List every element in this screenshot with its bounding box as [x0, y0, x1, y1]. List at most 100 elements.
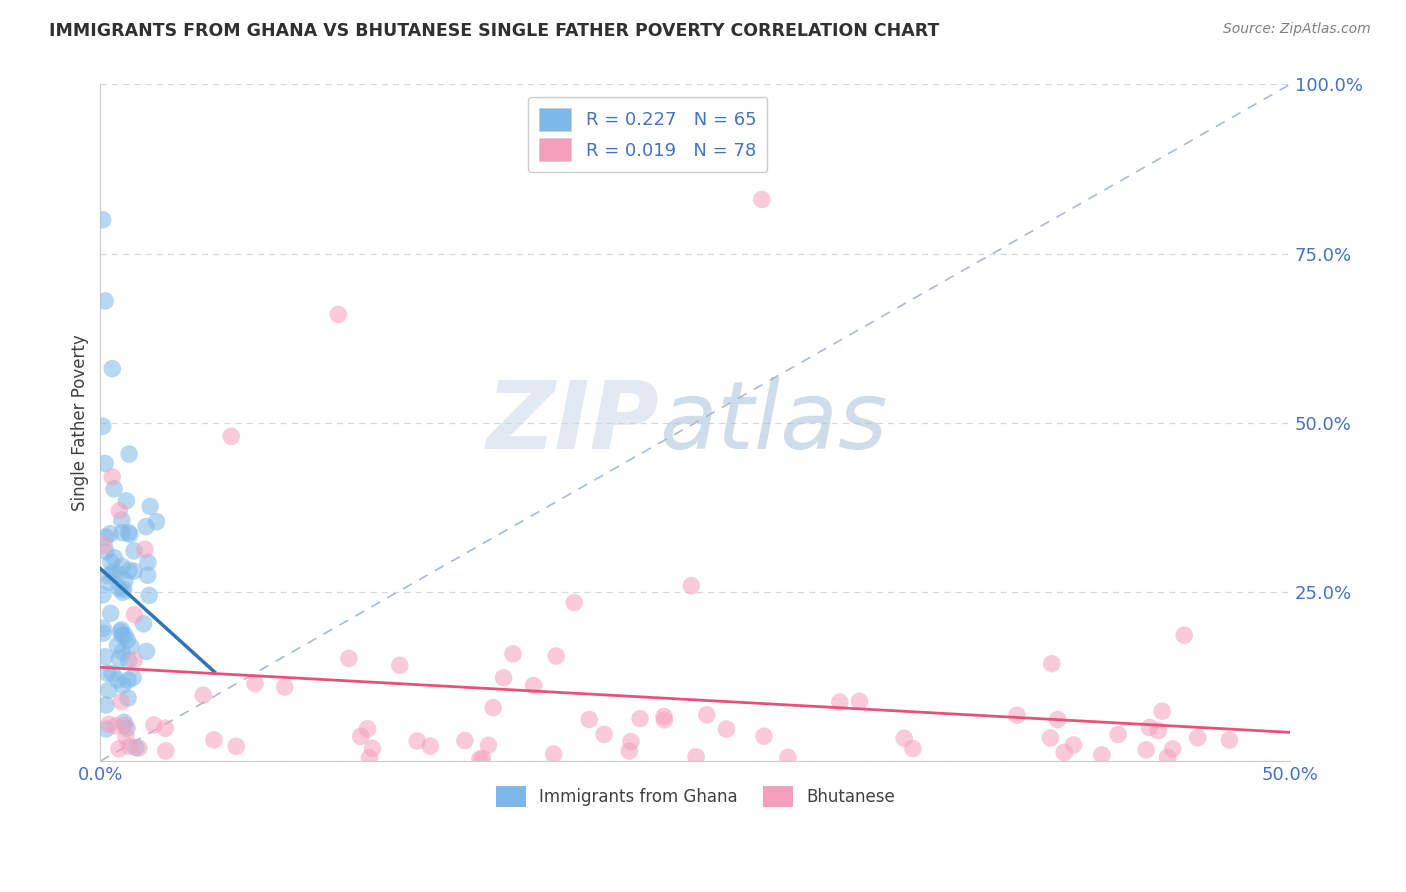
Point — [406, 734, 429, 748]
Point — [1156, 750, 1178, 764]
Point — [97, 575, 120, 590]
Point — [112, 582, 135, 597]
Point — [115, 721, 138, 735]
Point — [502, 647, 524, 661]
Point — [477, 739, 499, 753]
Point — [118, 527, 141, 541]
Point — [98, 526, 121, 541]
Point — [593, 727, 616, 741]
Point — [110, 624, 132, 639]
Point — [94, 544, 117, 558]
Point — [359, 751, 381, 765]
Point — [110, 623, 132, 637]
Point — [901, 741, 924, 756]
Point — [94, 649, 117, 664]
Point — [776, 750, 799, 764]
Point — [122, 671, 145, 685]
Point — [138, 588, 160, 602]
Point — [103, 482, 125, 496]
Point — [120, 640, 142, 654]
Point — [543, 747, 565, 761]
Point — [356, 722, 378, 736]
Point — [111, 678, 134, 692]
Point — [350, 730, 373, 744]
Point — [108, 504, 131, 518]
Point — [471, 751, 494, 765]
Point — [111, 513, 134, 527]
Point — [1063, 738, 1085, 752]
Point — [94, 530, 117, 544]
Point — [562, 595, 585, 609]
Point — [118, 563, 141, 577]
Point — [848, 694, 870, 708]
Point — [134, 542, 156, 557]
Point — [652, 709, 675, 723]
Point — [114, 574, 136, 588]
Point — [1147, 723, 1170, 738]
Text: Source: ZipAtlas.com: Source: ZipAtlas.com — [1223, 22, 1371, 37]
Point — [107, 638, 129, 652]
Point — [110, 695, 132, 709]
Point — [361, 741, 384, 756]
Point — [1152, 704, 1174, 718]
Text: IMMIGRANTS FROM GHANA VS BHUTANESE SINGLE FATHER POVERTY CORRELATION CHART: IMMIGRANTS FROM GHANA VS BHUTANESE SINGL… — [49, 22, 939, 40]
Point — [135, 644, 157, 658]
Point — [91, 621, 114, 635]
Point — [225, 739, 247, 754]
Point — [1218, 733, 1240, 747]
Point — [96, 666, 118, 681]
Point — [101, 470, 124, 484]
Point — [100, 555, 122, 569]
Point — [122, 564, 145, 578]
Point — [578, 713, 600, 727]
Point — [132, 616, 155, 631]
Point — [111, 585, 134, 599]
Point — [136, 568, 159, 582]
Point — [274, 680, 297, 694]
Point — [115, 493, 138, 508]
Text: atlas: atlas — [659, 377, 887, 468]
Point — [685, 749, 707, 764]
Point — [654, 713, 676, 727]
Point — [117, 633, 139, 648]
Point — [492, 671, 515, 685]
Point — [97, 717, 120, 731]
Point — [1161, 742, 1184, 756]
Point — [1187, 731, 1209, 745]
Point — [243, 676, 266, 690]
Point — [696, 707, 718, 722]
Point — [111, 559, 134, 574]
Point — [219, 429, 242, 443]
Point — [125, 740, 148, 755]
Point — [94, 456, 117, 470]
Point — [117, 691, 139, 706]
Point — [118, 447, 141, 461]
Point — [1139, 721, 1161, 735]
Point — [114, 628, 136, 642]
Point — [1040, 657, 1063, 671]
Point — [468, 752, 491, 766]
Point — [620, 734, 643, 748]
Y-axis label: Single Father Poverty: Single Father Poverty — [72, 334, 89, 511]
Point — [135, 519, 157, 533]
Point — [118, 739, 141, 754]
Point — [1173, 628, 1195, 642]
Point — [628, 712, 651, 726]
Point — [117, 525, 139, 540]
Point — [124, 607, 146, 622]
Point — [752, 729, 775, 743]
Point — [122, 544, 145, 558]
Point — [114, 718, 136, 732]
Point — [111, 525, 134, 540]
Point — [716, 722, 738, 736]
Point — [122, 653, 145, 667]
Point — [751, 193, 773, 207]
Point — [108, 742, 131, 756]
Point — [105, 566, 128, 581]
Point — [155, 744, 177, 758]
Point — [202, 732, 225, 747]
Point — [546, 649, 568, 664]
Point — [94, 698, 117, 712]
Point — [111, 628, 134, 642]
Point — [482, 700, 505, 714]
